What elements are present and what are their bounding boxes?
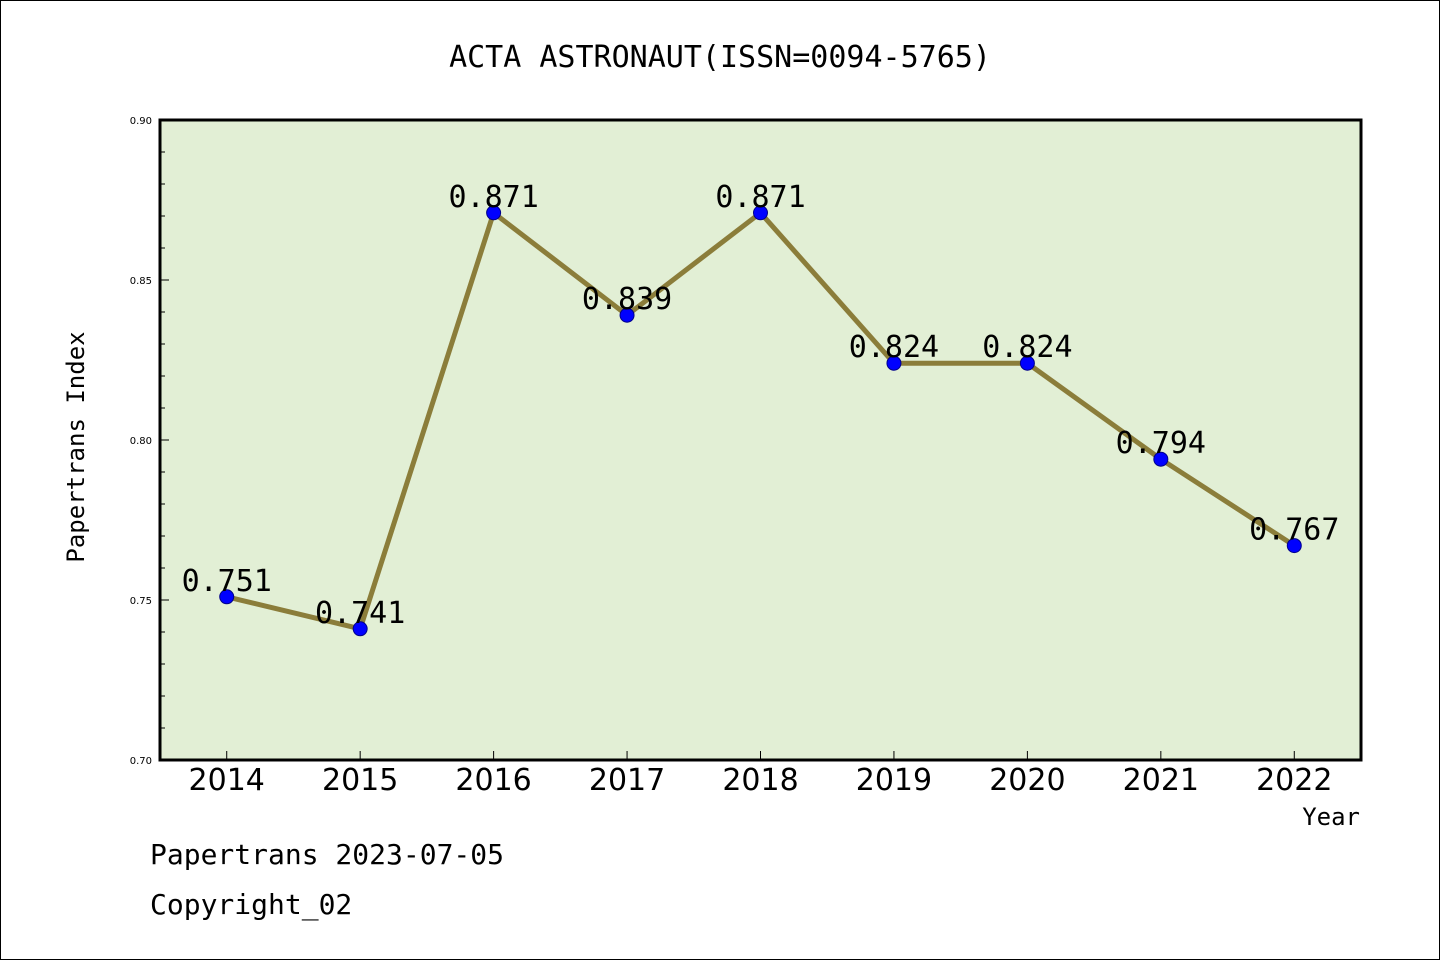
x-tick-label: 2021: [1123, 763, 1199, 798]
y-tick-label: 0.80: [130, 436, 152, 447]
chart-title: ACTA ASTRONAUT(ISSN=0094-5765): [449, 40, 991, 75]
data-point: [886, 355, 902, 371]
y-tick-label: 0.85: [130, 276, 152, 287]
data-label: 0.824: [849, 330, 939, 365]
data-point: [1153, 451, 1169, 467]
footer-copyright: Copyright_02: [150, 888, 352, 922]
plot-border: [158, 118, 1363, 762]
x-tick-label: 2017: [589, 763, 665, 798]
data-point: [352, 621, 368, 637]
plot-area: [160, 120, 1361, 760]
x-tick-label: 2022: [1256, 763, 1332, 798]
data-point: [219, 589, 235, 605]
data-label: 0.751: [182, 564, 272, 599]
x-tick-label: 2014: [189, 763, 265, 798]
y-tick-label: 0.75: [130, 596, 152, 607]
x-tick-label: 2020: [989, 763, 1065, 798]
x-axis: 2014 2015 2016 2017 2018 2019 2020 2021 2022: [189, 751, 1332, 798]
data-label: 0.839: [582, 282, 672, 317]
x-tick-label: 2019: [856, 763, 932, 798]
data-point: [619, 307, 635, 323]
y-tick-label: 0.90: [130, 116, 152, 127]
data-label: 0.871: [448, 180, 538, 215]
data-point: [486, 205, 502, 221]
footer-date: Papertrans 2023-07-05: [150, 838, 504, 871]
data-point: [753, 205, 768, 221]
y-tick-label: 0.70: [130, 756, 152, 767]
data-label: 0.824: [982, 330, 1072, 365]
data-labels: 0.751 0.741 0.871 0.839 0.871 0.824 0.824 0.794…: [182, 180, 1340, 631]
x-tick-label: 2016: [455, 763, 531, 798]
x-tick-label: 2015: [322, 763, 398, 798]
data-point: [1286, 538, 1302, 554]
y-axis-label: Papertrans Index: [62, 331, 90, 562]
x-axis-label: Year: [1302, 803, 1360, 831]
x-tick-label: 2018: [722, 763, 798, 798]
series-line: [219, 205, 1302, 637]
data-label: 0.767: [1249, 513, 1339, 548]
data-label: 0.871: [715, 180, 805, 215]
data-label: 0.794: [1116, 426, 1206, 461]
data-label: 0.741: [315, 596, 405, 631]
data-point: [1019, 355, 1035, 371]
